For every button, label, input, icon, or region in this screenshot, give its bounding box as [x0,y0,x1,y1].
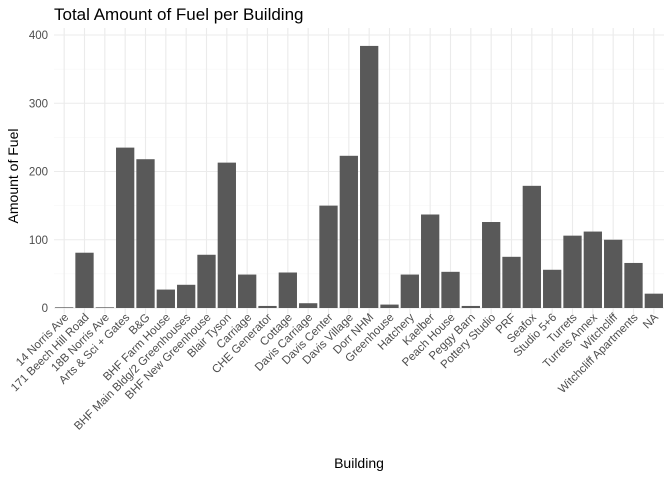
bar [238,274,257,308]
bar [217,162,236,308]
bar [360,45,379,309]
x-tick-label: NA [641,311,661,331]
bar [258,305,277,308]
bar [136,159,155,308]
bar [421,214,440,308]
bar [278,272,297,308]
y-tick-label: 200 [29,167,48,179]
bar [75,252,94,308]
bar [604,239,623,308]
bar [339,155,358,308]
bar [543,269,562,308]
bar [644,293,663,308]
y-axis-ticks: 0 100 200 300 400 [29,30,48,315]
bar [441,271,460,308]
bar [380,304,399,308]
bar [156,289,175,308]
bar [563,235,582,308]
bar [177,284,196,308]
bar [95,307,114,308]
y-tick-label: 0 [42,303,48,315]
bar [400,274,419,308]
bar [116,147,135,308]
y-tick-label: 100 [29,235,48,247]
y-axis-title: Amount of Fuel [5,129,21,224]
bar [583,231,602,308]
bar [299,303,318,308]
bar [461,305,480,308]
bar [55,307,74,308]
y-tick-label: 400 [29,30,48,42]
bar [482,222,501,308]
chart-title: Total Amount of Fuel per Building [54,5,303,24]
bar [197,254,216,308]
bar [624,262,643,308]
bar [502,256,521,308]
bar [319,205,338,308]
bar [522,185,541,308]
bars [55,45,663,309]
x-axis-title: Building [334,455,384,471]
y-tick-label: 300 [29,98,48,110]
